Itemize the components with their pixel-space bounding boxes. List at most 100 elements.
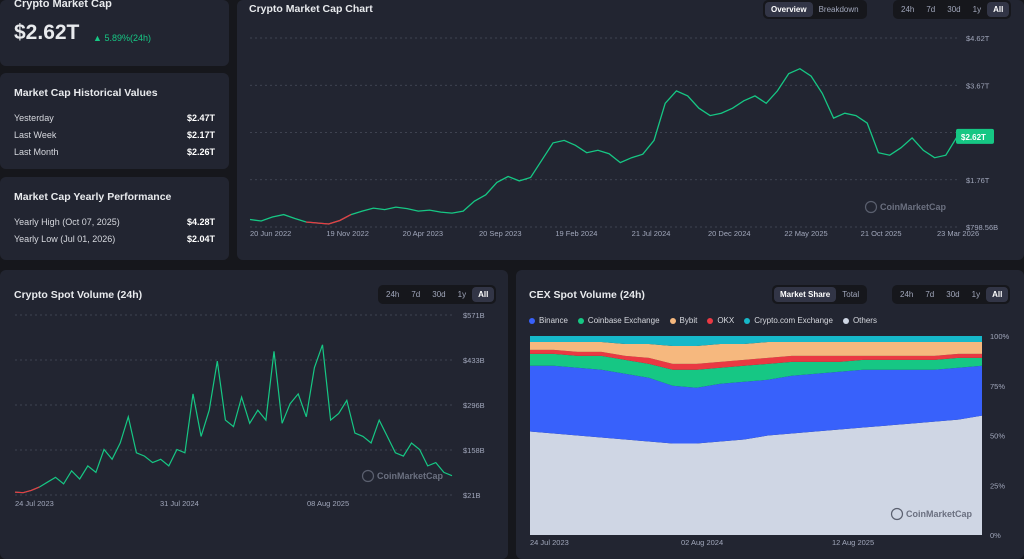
range-1y[interactable]: 1y [971,290,981,299]
range-30d[interactable]: 30d [432,290,446,299]
y-tick-label: $433B [463,356,485,365]
view-overview[interactable]: Overview [765,2,813,17]
stat-row: Last Month $2.26T [14,143,215,160]
watermark: CoinMarketCap [890,507,973,521]
x-tick-label: 21 Jul 2024 [632,229,671,238]
market-cap-line-chart: $4.62T $3.67T $2.62T $1.76T $798.56B 20 Jun 2… [249,34,998,238]
view-breakdown[interactable]: Breakdown [818,5,859,14]
cex-share-area-chart: 100% 75% 50% 25% 0% 24 Jul 2023 02 Aug 2024 12 … [530,332,1010,547]
y-tick-label: $158B [463,446,485,455]
current-value-badge-bg [956,128,994,144]
legend-label: Binance [539,316,568,325]
stat-row: Yesterday $2.47T [14,109,215,126]
summary-title: Crypto Market Cap [14,0,112,10]
cex-legend: Binance Coinbase Exchange Bybit OKX Crypto.c… [529,316,887,325]
stat-value: $2.26T [186,146,215,157]
historical-rows: Yesterday $2.47T Last Week $2.17T Last Month… [14,109,215,160]
stat-label: Yearly High (Oct 07, 2025) [14,216,120,227]
stat-value: $2.04T [186,233,215,244]
area-others [530,415,982,535]
current-value-label: $2.62T [961,133,986,142]
area-crypto-com-exchange [530,336,982,346]
y-tick-label: 0% [990,531,1001,540]
legend-item[interactable]: Bybit [669,316,698,325]
legend-swatch [577,317,584,324]
watermark: CoinMarketCap [864,200,947,214]
legend-label: OKX [717,316,735,325]
market-cap-chart-card: Crypto Market Cap Chart Overview Breakdow… [237,0,1024,260]
legend-swatch [669,317,676,324]
x-tick-label: 24 Jul 2023 [15,499,54,508]
x-tick-label: 02 Aug 2024 [681,538,723,547]
y-tick-label: 75% [990,382,1005,391]
range-30d[interactable]: 30d [947,5,961,14]
area-bybit [530,342,982,364]
y-tick-label: $21B [463,491,481,500]
area-binance [530,365,982,444]
y-tick-label: $3.67T [966,81,990,90]
stat-label: Yearly Low (Jul 01, 2026) [14,233,116,244]
x-tick-label: 12 Aug 2025 [832,538,874,547]
stat-row: Yearly High (Oct 07, 2025) $4.28T [14,213,215,230]
spot-range-toggle: 24h 7d 30d 1y All [378,285,497,304]
view-total[interactable]: Total [842,290,860,299]
market-cap-series-line [249,67,958,225]
legend-swatch [529,317,535,324]
range-all[interactable]: All [987,2,1010,17]
x-tick-label: 20 Jun 2022 [250,229,291,238]
coinmarketcap-logo-icon [361,469,375,483]
legend-label: Bybit [679,316,698,325]
coinmarketcap-logo-icon [864,200,878,214]
range-7d[interactable]: 7d [411,290,421,299]
legend-item[interactable]: Binance [529,316,568,325]
historical-title: Market Cap Historical Values [14,87,158,99]
market-cap-change: ▲ 5.89%(24h) [93,33,151,43]
x-tick-label: 08 Aug 2025 [307,499,349,508]
area-okx [530,349,982,370]
market-cap-value: $2.62T [14,21,80,44]
chart-view-toggle: Overview Breakdown [763,0,867,19]
x-tick-label: 20 Sep 2023 [479,229,522,238]
range-1y[interactable]: 1y [457,290,467,299]
yearly-card: Market Cap Yearly Performance Yearly Hig… [0,177,229,260]
market-cap-chart-title: Crypto Market Cap Chart [249,3,373,15]
y-tick-label: $798.56B [966,223,998,232]
legend-item[interactable]: Others [842,316,877,325]
watermark-label: CoinMarketCap [906,509,973,519]
cex-view-toggle: Market Share Total [772,285,868,304]
area-coinbase-exchange [530,353,982,388]
x-tick-label: 20 Dec 2024 [708,229,751,238]
range-24h[interactable]: 24h [901,5,915,14]
legend-item[interactable]: Coinbase Exchange [577,316,660,325]
x-tick-label: 19 Nov 2022 [326,229,369,238]
legend-swatch [744,317,751,324]
legend-label: Coinbase Exchange [587,316,660,325]
y-tick-label: $571B [463,311,485,320]
legend-item[interactable]: OKX [707,316,734,325]
range-30d[interactable]: 30d [946,290,960,299]
spot-volume-series-line [14,344,453,494]
range-all[interactable]: All [986,287,1009,302]
historical-card: Market Cap Historical Values Yesterday $2… [0,73,229,169]
range-24h[interactable]: 24h [900,290,914,299]
legend-item[interactable]: Crypto.com Exchange [744,316,833,325]
spot-volume-down-segment [14,486,40,494]
x-tick-label: 23 Mar 2026 [937,229,979,238]
spot-volume-title: Crypto Spot Volume (24h) [14,289,143,301]
watermark-label: CoinMarketCap [880,202,947,212]
stat-label: Last Month [14,146,59,157]
cex-range-toggle: 24h 7d 30d 1y All [892,285,1011,304]
legend-swatch [707,317,714,324]
legend-label: Others [852,316,877,325]
range-7d[interactable]: 7d [925,290,935,299]
x-tick-label: 19 Feb 2024 [555,229,597,238]
view-market-share[interactable]: Market Share [774,287,837,302]
watermark: CoinMarketCap [361,469,444,483]
summary-card: Crypto Market Cap $2.62T ▲ 5.89%(24h) [0,0,229,66]
range-24h[interactable]: 24h [386,290,400,299]
range-1y[interactable]: 1y [972,5,982,14]
range-all[interactable]: All [472,287,495,302]
range-7d[interactable]: 7d [926,5,936,14]
stat-value: $2.47T [186,112,215,123]
stat-value: $4.28T [186,216,215,227]
